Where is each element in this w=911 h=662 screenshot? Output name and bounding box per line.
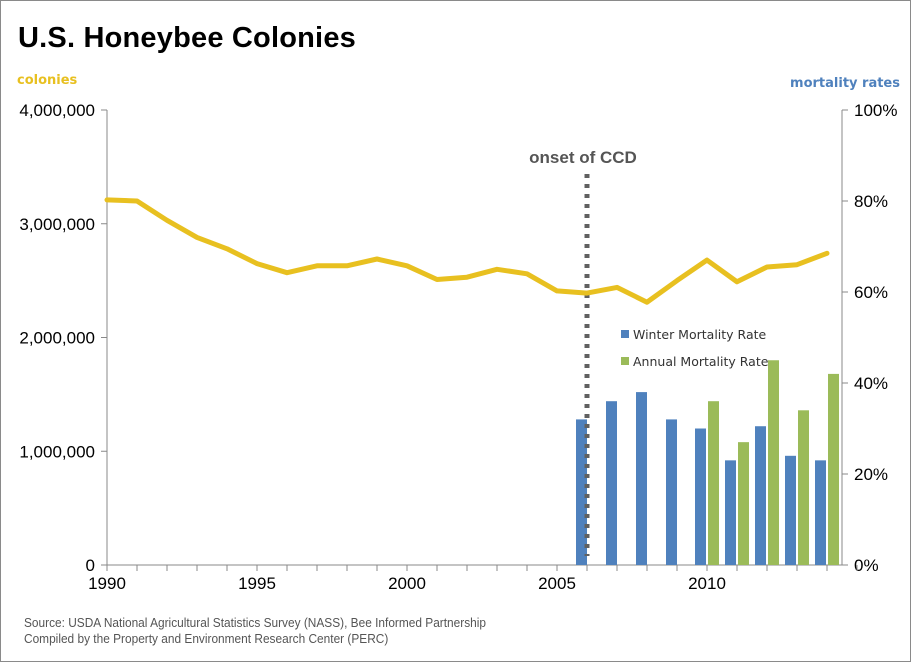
source-line-2: Compiled by the Property and Environment… <box>24 632 389 646</box>
ccd-annotation: onset of CCD <box>529 148 637 167</box>
winter-mortality-bar <box>815 460 826 565</box>
right-tick-label: 80% <box>854 192 888 211</box>
winter-mortality-bar <box>666 419 677 565</box>
annual-mortality-bar <box>738 442 749 565</box>
x-tick-label: 2005 <box>538 574 576 593</box>
legend-swatch-annual <box>621 357 629 365</box>
x-tick-label: 2010 <box>688 574 726 593</box>
winter-mortality-bar <box>606 401 617 565</box>
annual-mortality-bar <box>768 360 779 565</box>
right-tick-label: 40% <box>854 374 888 393</box>
left-tick-label: 3,000,000 <box>19 215 95 234</box>
winter-mortality-bar <box>636 392 647 565</box>
annual-mortality-bar <box>798 410 809 565</box>
winter-mortality-bar <box>755 426 766 565</box>
left-tick-label: 2,000,000 <box>19 329 95 348</box>
right-tick-label: 0% <box>854 556 879 575</box>
colonies-line <box>104 197 830 305</box>
source-note: Source: USDA National Agricultural Stati… <box>24 615 486 647</box>
right-tick-label: 60% <box>854 283 888 302</box>
left-axis-label: colonies <box>17 73 78 88</box>
legend-swatch-winter <box>621 330 629 338</box>
legend-label-winter: Winter Mortality Rate <box>633 327 767 342</box>
winter-mortality-bar <box>725 460 736 565</box>
x-tick-label: 1995 <box>238 574 276 593</box>
winter-mortality-bar <box>576 419 587 565</box>
right-axis-label: mortality rates <box>790 76 900 91</box>
legend-label-annual: Annual Mortality Rate <box>633 354 769 369</box>
annual-mortality-bar <box>708 401 719 565</box>
annual-mortality-bar <box>828 373 839 565</box>
winter-mortality-bar <box>785 455 796 565</box>
left-tick-label: 0 <box>86 556 95 575</box>
right-tick-label: 20% <box>854 465 888 484</box>
right-tick-label: 100% <box>854 101 897 120</box>
x-tick-label: 1990 <box>88 574 126 593</box>
source-line-1: Source: USDA National Agricultural Stati… <box>24 616 487 630</box>
chart-title: U.S. Honeybee Colonies <box>18 22 356 54</box>
winter-mortality-bar <box>695 428 706 565</box>
left-tick-label: 1,000,000 <box>19 442 95 461</box>
left-tick-label: 4,000,000 <box>19 101 95 120</box>
x-tick-label: 2000 <box>388 574 426 593</box>
